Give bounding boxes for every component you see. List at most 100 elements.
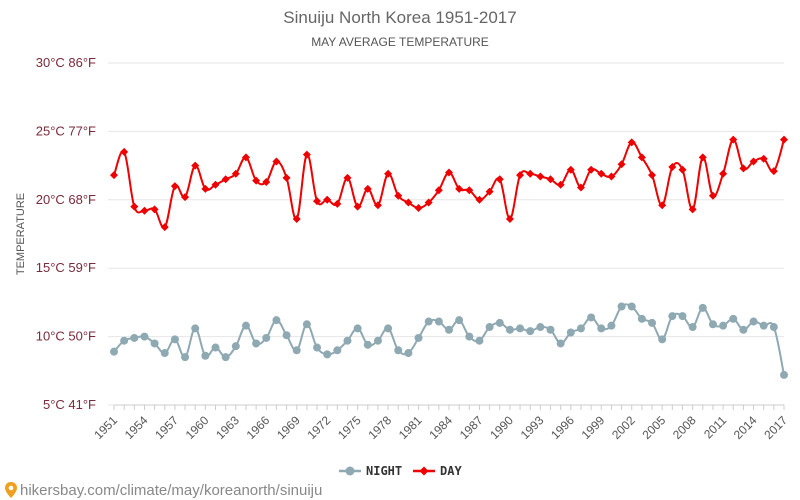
data-point-night[interactable] xyxy=(475,336,484,345)
data-point-day[interactable] xyxy=(769,167,778,176)
data-point-day[interactable] xyxy=(780,135,788,144)
data-point-night[interactable] xyxy=(231,342,240,351)
data-point-night[interactable] xyxy=(556,339,565,348)
data-point-day[interactable] xyxy=(434,186,443,195)
data-point-night[interactable] xyxy=(353,324,362,333)
data-point-night[interactable] xyxy=(323,350,332,359)
data-point-night[interactable] xyxy=(688,323,697,332)
data-point-day[interactable] xyxy=(262,178,271,187)
data-point-night[interactable] xyxy=(780,370,788,379)
data-point-day[interactable] xyxy=(485,187,494,196)
data-point-day[interactable] xyxy=(465,186,474,195)
data-point-day[interactable] xyxy=(516,171,525,180)
data-point-night[interactable] xyxy=(637,314,646,323)
data-point-day[interactable] xyxy=(373,201,382,210)
data-point-night[interactable] xyxy=(211,343,220,352)
data-point-night[interactable] xyxy=(536,323,545,332)
data-point-day[interactable] xyxy=(576,183,585,192)
data-point-night[interactable] xyxy=(272,316,281,325)
data-point-night[interactable] xyxy=(648,318,657,327)
data-point-night[interactable] xyxy=(445,325,453,334)
data-point-night[interactable] xyxy=(282,331,291,340)
data-point-day[interactable] xyxy=(556,180,565,189)
data-point-day[interactable] xyxy=(505,214,514,223)
data-point-day[interactable] xyxy=(241,153,250,162)
data-point-night[interactable] xyxy=(505,325,514,334)
data-point-night[interactable] xyxy=(252,339,261,348)
data-point-day[interactable] xyxy=(201,184,210,193)
data-point-day[interactable] xyxy=(181,193,190,202)
data-point-night[interactable] xyxy=(597,324,606,333)
data-point-night[interactable] xyxy=(739,325,748,334)
data-point-night[interactable] xyxy=(333,346,342,355)
data-point-night[interactable] xyxy=(678,312,687,321)
data-point-day[interactable] xyxy=(323,195,332,204)
data-point-night[interactable] xyxy=(526,327,535,336)
data-point-night[interactable] xyxy=(546,325,555,334)
data-point-day[interactable] xyxy=(445,168,453,177)
data-point-night[interactable] xyxy=(414,333,423,342)
data-point-day[interactable] xyxy=(688,205,697,214)
data-point-day[interactable] xyxy=(698,153,707,162)
data-point-day[interactable] xyxy=(353,202,362,211)
data-point-day[interactable] xyxy=(110,171,118,180)
legend-item-night[interactable]: NIGHT xyxy=(339,464,402,478)
data-point-day[interactable] xyxy=(637,153,646,162)
data-point-night[interactable] xyxy=(191,324,200,333)
data-point-day[interactable] xyxy=(749,157,758,166)
data-point-day[interactable] xyxy=(708,191,717,200)
data-point-day[interactable] xyxy=(221,175,230,184)
data-point-night[interactable] xyxy=(292,346,301,355)
data-point-day[interactable] xyxy=(343,173,352,182)
data-point-night[interactable] xyxy=(343,336,352,345)
data-point-day[interactable] xyxy=(120,147,129,156)
data-point-night[interactable] xyxy=(160,349,169,358)
data-point-day[interactable] xyxy=(759,154,768,163)
data-point-night[interactable] xyxy=(424,317,433,326)
data-point-day[interactable] xyxy=(302,150,311,159)
data-point-night[interactable] xyxy=(313,343,322,352)
data-point-day[interactable] xyxy=(617,160,626,169)
data-point-night[interactable] xyxy=(769,323,778,332)
data-point-day[interactable] xyxy=(658,201,667,210)
data-point-night[interactable] xyxy=(302,320,311,329)
data-point-night[interactable] xyxy=(434,317,443,326)
data-point-day[interactable] xyxy=(475,195,484,204)
data-point-day[interactable] xyxy=(272,157,281,166)
data-point-night[interactable] xyxy=(658,335,667,344)
data-point-day[interactable] xyxy=(160,223,169,232)
data-point-night[interactable] xyxy=(170,335,179,344)
data-point-day[interactable] xyxy=(668,162,677,171)
data-point-day[interactable] xyxy=(363,184,372,193)
data-point-day[interactable] xyxy=(211,180,220,189)
data-point-night[interactable] xyxy=(576,324,585,333)
data-point-night[interactable] xyxy=(729,314,738,323)
data-point-night[interactable] xyxy=(759,321,768,330)
data-point-day[interactable] xyxy=(424,198,433,207)
data-point-night[interactable] xyxy=(262,333,271,342)
data-point-night[interactable] xyxy=(201,351,210,360)
data-point-night[interactable] xyxy=(668,312,677,321)
data-point-day[interactable] xyxy=(495,175,504,184)
data-point-night[interactable] xyxy=(607,321,616,330)
data-point-day[interactable] xyxy=(292,214,301,223)
data-point-night[interactable] xyxy=(363,340,372,349)
data-point-day[interactable] xyxy=(566,165,575,174)
data-point-night[interactable] xyxy=(749,317,758,326)
data-point-day[interactable] xyxy=(282,173,291,182)
data-point-day[interactable] xyxy=(587,165,596,174)
data-point-day[interactable] xyxy=(607,172,616,181)
data-point-night[interactable] xyxy=(241,321,250,330)
data-point-day[interactable] xyxy=(536,172,545,181)
data-point-night[interactable] xyxy=(373,336,382,345)
data-point-night[interactable] xyxy=(719,321,728,330)
data-point-day[interactable] xyxy=(739,164,748,173)
data-point-night[interactable] xyxy=(120,336,129,345)
data-point-night[interactable] xyxy=(150,339,159,348)
data-point-night[interactable] xyxy=(130,333,139,342)
legend-item-day[interactable]: DAY xyxy=(413,464,462,478)
data-point-day[interactable] xyxy=(170,182,179,191)
data-point-day[interactable] xyxy=(384,169,393,178)
data-point-day[interactable] xyxy=(191,161,200,170)
data-point-night[interactable] xyxy=(394,346,403,355)
